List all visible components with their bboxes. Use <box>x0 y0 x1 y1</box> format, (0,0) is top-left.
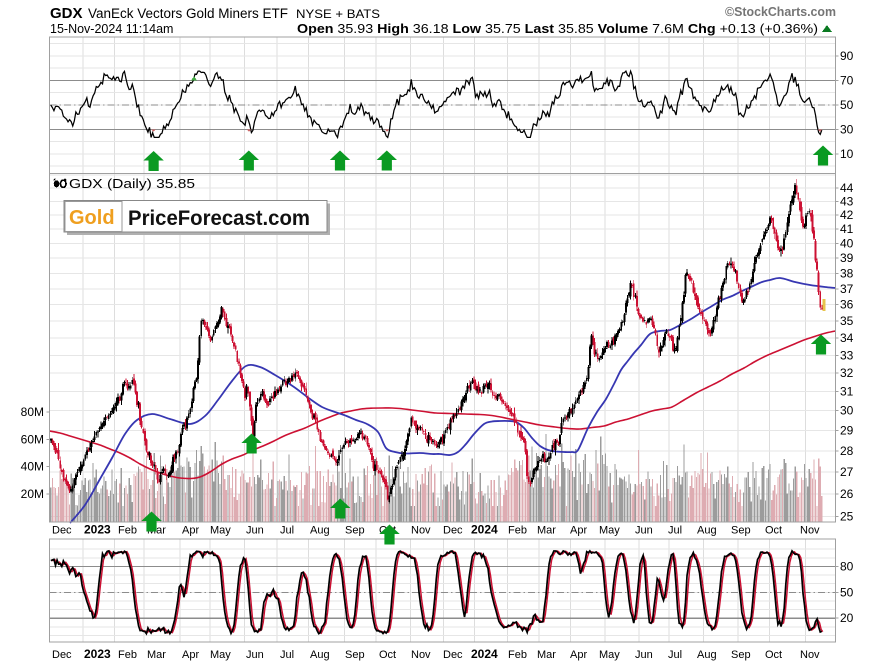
svg-text:38: 38 <box>840 266 854 280</box>
svg-text:Feb: Feb <box>508 525 527 537</box>
svg-text:Jul: Jul <box>280 525 294 537</box>
svg-text:2024: 2024 <box>471 523 498 537</box>
svg-text:25: 25 <box>840 510 854 524</box>
svg-text:Aug: Aug <box>310 525 330 537</box>
svg-text:May: May <box>210 649 231 661</box>
svg-text:35: 35 <box>840 314 854 328</box>
svg-text:Aug: Aug <box>697 525 717 537</box>
svg-text:Mar: Mar <box>537 525 556 537</box>
svg-text:10: 10 <box>840 147 854 161</box>
svg-text:2023: 2023 <box>84 523 111 537</box>
svg-text:Sep: Sep <box>345 525 365 537</box>
svg-text:42: 42 <box>840 208 854 222</box>
svg-text:NYSE + BATS: NYSE + BATS <box>296 9 380 21</box>
svg-text:Dec: Dec <box>443 525 463 537</box>
svg-text:40: 40 <box>840 237 854 251</box>
svg-text:May: May <box>210 525 231 537</box>
svg-text:37: 37 <box>840 282 854 296</box>
svg-text:May: May <box>599 525 620 537</box>
svg-text:Apr: Apr <box>570 525 587 537</box>
svg-text:Jul: Jul <box>668 649 682 661</box>
svg-text:GDX (Daily) 35.85: GDX (Daily) 35.85 <box>69 177 195 191</box>
svg-text:31: 31 <box>840 385 854 399</box>
svg-text:Sep: Sep <box>345 649 365 661</box>
svg-text:Jun: Jun <box>635 525 653 537</box>
svg-text:41: 41 <box>840 222 854 236</box>
svg-text:Apr: Apr <box>182 525 199 537</box>
svg-text:Nov: Nov <box>411 525 431 537</box>
svg-text:Jun: Jun <box>635 649 653 661</box>
svg-text:VanEck Vectors Gold Miners ETF: VanEck Vectors Gold Miners ETF <box>88 6 288 21</box>
svg-text:Open 35.93 High 36.18 Low 35: Open 35.93 High 36.18 Low 35.75 Last 35.… <box>297 22 818 36</box>
svg-text:Mar: Mar <box>537 649 556 661</box>
svg-text:15-Nov-2024 11:14am: 15-Nov-2024 11:14am <box>50 22 173 36</box>
svg-text:26: 26 <box>840 487 854 501</box>
svg-text:40M: 40M <box>21 460 44 474</box>
svg-text:Dec: Dec <box>52 649 72 661</box>
svg-text:2023: 2023 <box>84 647 111 661</box>
svg-text:Jul: Jul <box>280 649 294 661</box>
svg-text:34: 34 <box>840 331 854 345</box>
svg-text:44: 44 <box>840 181 854 195</box>
svg-text:©StockCharts.com: ©StockCharts.com <box>725 5 836 19</box>
svg-text:Mar: Mar <box>147 649 166 661</box>
svg-text:50: 50 <box>840 585 854 599</box>
svg-text:Sep: Sep <box>731 649 751 661</box>
svg-text:30: 30 <box>840 404 854 418</box>
svg-text:Oct: Oct <box>765 525 782 537</box>
svg-text:2024: 2024 <box>471 647 498 661</box>
svg-text:Jun: Jun <box>246 525 264 537</box>
svg-text:Feb: Feb <box>118 649 137 661</box>
svg-text:30: 30 <box>840 122 854 136</box>
svg-text:80: 80 <box>840 559 854 573</box>
svg-text:Gold: Gold <box>69 207 115 229</box>
svg-text:Aug: Aug <box>310 649 330 661</box>
svg-text:Feb: Feb <box>118 525 137 537</box>
svg-text:50: 50 <box>840 98 854 112</box>
svg-text:80M: 80M <box>21 405 44 419</box>
svg-text:Apr: Apr <box>182 649 199 661</box>
svg-text:Jun: Jun <box>246 649 264 661</box>
svg-text:Aug: Aug <box>697 649 717 661</box>
svg-text:39: 39 <box>840 251 854 265</box>
svg-text:Oct: Oct <box>765 649 782 661</box>
svg-text:60M: 60M <box>21 432 44 446</box>
svg-text:27: 27 <box>840 465 854 479</box>
svg-text:Dec: Dec <box>52 525 72 537</box>
svg-text:20: 20 <box>840 611 854 625</box>
svg-text:Nov: Nov <box>411 649 431 661</box>
svg-text:20M: 20M <box>21 487 44 501</box>
svg-text:70: 70 <box>840 73 854 87</box>
svg-text:28: 28 <box>840 444 854 458</box>
svg-text:Oct: Oct <box>379 649 396 661</box>
svg-text:GDX: GDX <box>50 5 83 22</box>
svg-text:Feb: Feb <box>508 649 527 661</box>
svg-text:43: 43 <box>840 195 854 209</box>
svg-text:Apr: Apr <box>570 649 587 661</box>
svg-text:32: 32 <box>840 366 854 380</box>
svg-text:Jul: Jul <box>668 525 682 537</box>
svg-text:Nov: Nov <box>800 649 820 661</box>
svg-text:Sep: Sep <box>731 525 751 537</box>
svg-text:May: May <box>599 649 620 661</box>
svg-text:36: 36 <box>840 298 854 312</box>
svg-text:PriceForecast.com: PriceForecast.com <box>128 206 310 230</box>
svg-text:29: 29 <box>840 423 854 437</box>
svg-text:90: 90 <box>840 49 854 63</box>
svg-text:Dec: Dec <box>443 649 463 661</box>
svg-text:33: 33 <box>840 348 854 362</box>
svg-text:Nov: Nov <box>800 525 820 537</box>
